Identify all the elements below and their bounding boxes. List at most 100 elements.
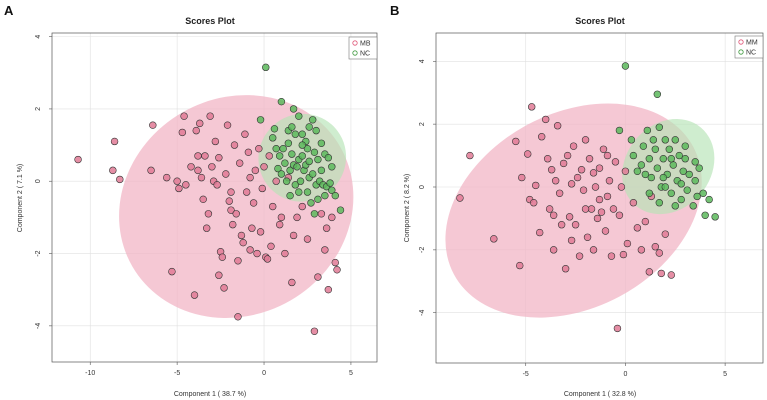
panel-b-mm-point bbox=[581, 136, 590, 144]
panel-b-nc-point bbox=[641, 170, 650, 179]
panel-b-mm-point bbox=[603, 192, 612, 201]
panel-b-nc-point bbox=[677, 195, 685, 204]
panel-b-nc-point bbox=[637, 161, 646, 169]
panel-b-mm-point bbox=[561, 265, 570, 273]
panel-b-nc-point bbox=[639, 142, 648, 150]
panel-b-y-axis-label: Component 2 ( 8.2 %) bbox=[404, 174, 411, 242]
panel-a-nc-point bbox=[328, 186, 336, 194]
panel-a-y-tick-label: 2 bbox=[35, 107, 42, 111]
panel-b-x-tick-label: 5 bbox=[723, 371, 727, 378]
panel-b-nc-point bbox=[649, 136, 658, 144]
panel-a-x-tick-label: -10 bbox=[85, 370, 95, 377]
panel-a-mb-point bbox=[253, 249, 261, 258]
panel-a-nc-point bbox=[298, 130, 306, 138]
panel-a-nc-point bbox=[289, 105, 298, 113]
panel-a-mb-point bbox=[163, 173, 171, 182]
panel-b-mm-point bbox=[603, 151, 612, 160]
panel-a-mb-point bbox=[213, 181, 221, 189]
panel-a-mb-point bbox=[227, 188, 235, 196]
panel-b-nc-point bbox=[659, 155, 668, 163]
panel-b-nc-point bbox=[691, 158, 699, 166]
panel-b-mm-point bbox=[609, 205, 618, 213]
panel-a-mb-point bbox=[202, 224, 211, 232]
panel-b-mm-point bbox=[565, 213, 574, 221]
panel-a-nc-point bbox=[303, 144, 312, 153]
panel-a-mb-point bbox=[310, 327, 319, 335]
panel-b-mm-point bbox=[551, 177, 560, 185]
panel-a-mb-point bbox=[256, 228, 265, 236]
panel-a-mb-point bbox=[223, 121, 232, 129]
panel-b-mm-point bbox=[599, 145, 608, 153]
panel-b-nc-point bbox=[677, 180, 685, 188]
panel-a-mb-point bbox=[225, 197, 233, 205]
panel-a-nc-point bbox=[277, 170, 286, 178]
panel-a-legend-nc-marker bbox=[352, 50, 358, 56]
panel-a-mb-point bbox=[168, 267, 176, 276]
panel-b-mm-point bbox=[577, 166, 586, 174]
panel-b-mm-point bbox=[557, 221, 566, 229]
panel-a-mb-point bbox=[288, 278, 296, 287]
panel-a-nc-point bbox=[324, 154, 333, 162]
panel-b-mm-point bbox=[613, 324, 622, 333]
panel-a-mb-point bbox=[147, 166, 155, 175]
panel-a-y-tick-label: 0 bbox=[35, 179, 42, 183]
panel-a-nc-point bbox=[295, 112, 303, 120]
panel-b-mm-point bbox=[543, 155, 552, 163]
panel-a-mb-point bbox=[258, 184, 266, 193]
panel-b-mm-point bbox=[549, 211, 558, 219]
panel-a-mb-point bbox=[196, 119, 204, 128]
panel-a-mb-point bbox=[236, 159, 244, 167]
panel-a-mb-point bbox=[317, 210, 326, 218]
panel-a-nc-point bbox=[310, 148, 319, 157]
panel-a-nc-point bbox=[298, 141, 306, 149]
panel-a-mb-point bbox=[227, 206, 235, 214]
panel-b-y-tick-label: 2 bbox=[419, 122, 426, 126]
panel-b-nc-point bbox=[653, 164, 662, 172]
panel-b-mm-point bbox=[655, 249, 664, 257]
panel-a-nc-point bbox=[274, 164, 282, 173]
panel-a-nc-point bbox=[281, 159, 289, 167]
panel-b-nc-point bbox=[667, 189, 675, 197]
panel-a-nc-point bbox=[293, 163, 301, 171]
panel-a-nc-point bbox=[303, 188, 312, 196]
panel-a-mb-point bbox=[249, 199, 258, 207]
panel-a-mb-point bbox=[263, 255, 272, 263]
panel-b-mm-point bbox=[607, 252, 616, 260]
panel-b-mm-point bbox=[575, 252, 584, 260]
panel-b-mm-point bbox=[553, 122, 562, 130]
panel-a-nc-point bbox=[275, 152, 284, 160]
panel-b-nc-point bbox=[699, 189, 707, 197]
panel-b-y-tick-label: 4 bbox=[419, 59, 426, 63]
panel-b-mm-point bbox=[567, 180, 576, 188]
panel-a-mb-point bbox=[187, 163, 195, 171]
panel-a-mb-point bbox=[289, 231, 298, 240]
panel-b-mm-point bbox=[633, 224, 642, 232]
panel-b-mm-point bbox=[466, 151, 474, 160]
panel-a-mb-point bbox=[116, 175, 124, 184]
panel-a-legend-mb-marker bbox=[352, 40, 358, 46]
panel-b-mm-point bbox=[601, 227, 610, 235]
panel-a-nc-point bbox=[310, 210, 319, 218]
panel-a-mb-point bbox=[246, 246, 254, 254]
panel-b-y-tick-label: -2 bbox=[419, 247, 426, 253]
panel-b-nc-point bbox=[651, 145, 660, 153]
panel-b-mm-point bbox=[549, 246, 558, 254]
panel-a-nc-point bbox=[288, 123, 296, 131]
panel-b-nc-point bbox=[675, 151, 683, 160]
panel-b-nc-point bbox=[689, 202, 697, 210]
panel-a-mb-point bbox=[277, 213, 286, 222]
panel-b-nc-point bbox=[633, 167, 642, 175]
panel-b-mm-point bbox=[537, 133, 546, 141]
panel-a-nc-point bbox=[321, 191, 329, 200]
panel-a-nc-point bbox=[282, 177, 291, 185]
panel-a-nc-point bbox=[317, 166, 326, 175]
panel-a-nc-point bbox=[277, 97, 286, 106]
panel-a-mb-point bbox=[215, 271, 223, 279]
panel-a-nc-point bbox=[284, 139, 293, 147]
panel-a-mb-point bbox=[314, 273, 322, 281]
panel-a-nc-point bbox=[317, 139, 326, 147]
panel-b-mm-point bbox=[571, 221, 580, 229]
panel-b-legend-box bbox=[734, 35, 764, 59]
panel-b-mm-point bbox=[581, 205, 590, 213]
panel-b-nc-point bbox=[659, 173, 668, 182]
